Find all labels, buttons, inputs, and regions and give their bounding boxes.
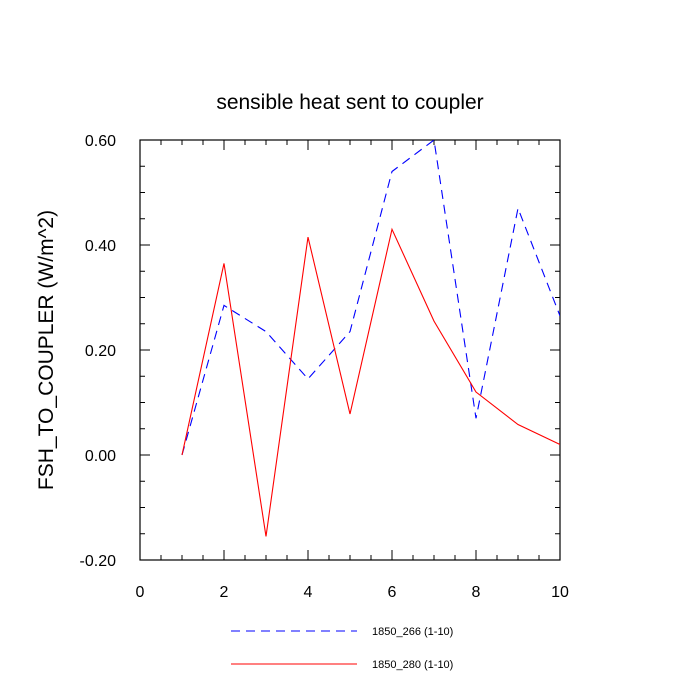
- x-tick-label: 8: [472, 584, 481, 601]
- legend-label-2: 1850_280 (1-10): [372, 659, 453, 671]
- series-line-1: [181, 140, 560, 456]
- plot-axes: 0 2 4 6 8 10 -0.20 0.00 0.20 0.40 0.60: [80, 133, 569, 601]
- x-tick-label: 0: [136, 584, 145, 601]
- y-tick-label: 0.40: [85, 238, 116, 255]
- y-tick-label: -0.20: [80, 553, 117, 570]
- x-tick-label: 4: [304, 584, 313, 601]
- x-tick-label: 10: [551, 584, 569, 601]
- x-tick-label: 6: [388, 584, 397, 601]
- y-tick-label: 0.00: [85, 448, 116, 465]
- y-tick-label: 0.60: [85, 133, 116, 150]
- series-line-2: [181, 227, 560, 537]
- legend-label-1: 1850_266 (1-10): [372, 626, 453, 638]
- y-tick-label: 0.20: [85, 343, 116, 360]
- series-layer: [181, 140, 560, 537]
- chart-title: sensible heat sent to coupler: [216, 91, 483, 114]
- y-axis-label: FSH_TO_COUPLER (W/m^2): [35, 210, 58, 490]
- legend: 1850_266 (1-10) 1850_280 (1-10): [231, 626, 453, 671]
- x-tick-label: 2: [220, 584, 229, 601]
